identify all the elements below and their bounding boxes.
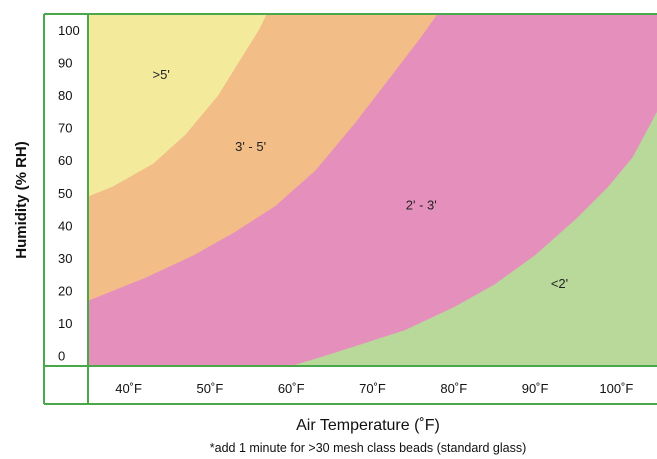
x-tick-label: 70˚F [359,381,386,396]
x-axis-title: Air Temperature (˚F) [296,417,440,434]
y-tick-label: 30 [58,251,72,266]
x-tick-label: 90˚F [522,381,549,396]
region-label-2to3: 2' - 3' [406,198,437,213]
x-tick-label: 60˚F [278,381,305,396]
y-tick-label: 100 [58,23,80,38]
x-tick-label: 80˚F [440,381,467,396]
region-gt5 [88,14,267,197]
region-label-gt5: >5' [153,67,170,82]
y-tick-label: 80 [58,88,72,103]
x-tick-label: 100˚F [599,381,633,396]
region-label-3to5: 3' - 5' [235,139,266,154]
y-tick-label: 90 [58,55,72,70]
y-axis-title: Humidity (% RH) [13,141,30,259]
x-tick-label: 50˚F [197,381,224,396]
x-tick-label: 40˚F [115,381,142,396]
regions-layer [88,14,657,366]
region-label-lt2: <2' [551,276,568,291]
frame-layer [43,13,657,405]
y-tick-label: 0 [58,349,65,364]
labels-layer: >5' 3' - 5' 2' - 3' <2' [153,67,569,291]
y-tick-label: 10 [58,316,72,331]
y-tick-label: 20 [58,284,72,299]
y-tick-label: 40 [58,218,72,233]
y-tick-label: 50 [58,186,72,201]
y-tick-label: 60 [58,153,72,168]
y-tick-label: 70 [58,121,72,136]
footnote: *add 1 minute for >30 mesh class beads (… [210,441,527,455]
